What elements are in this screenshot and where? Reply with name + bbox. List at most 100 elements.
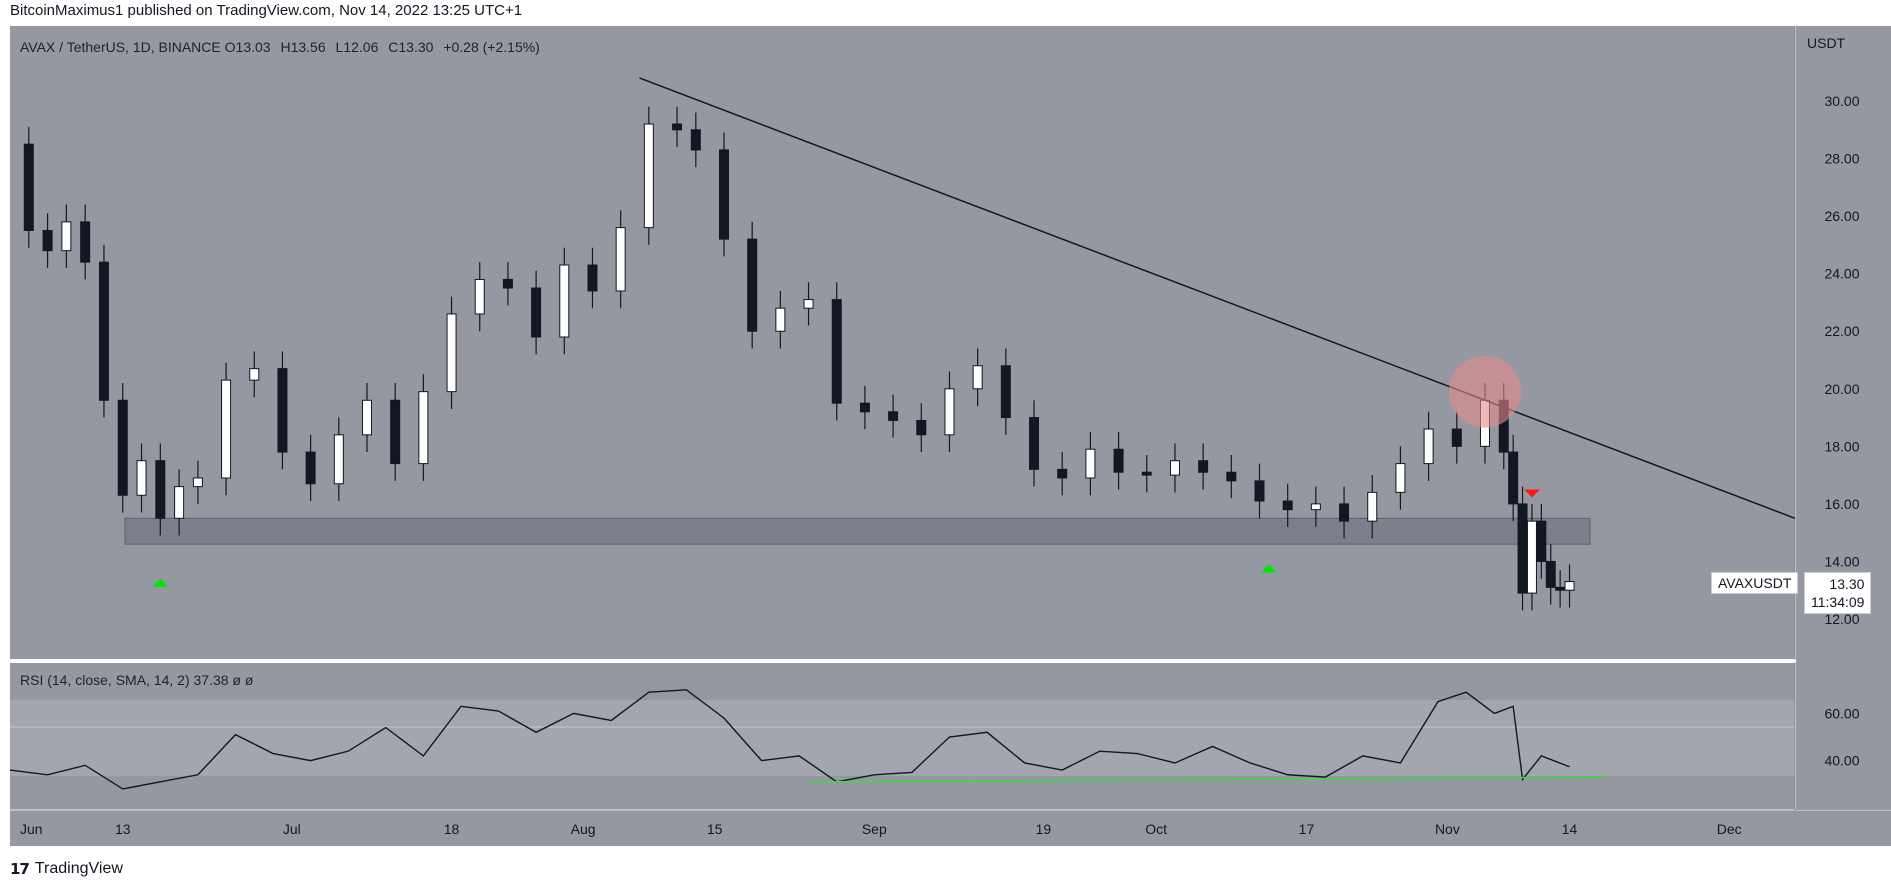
candle-up	[192, 477, 203, 488]
price-tick-label: 20.00	[1824, 381, 1859, 397]
candle-down	[1339, 503, 1350, 522]
last-price-box: 13.30 11:34:09	[1804, 572, 1872, 614]
candle-up	[972, 365, 983, 390]
last-price: 13.30	[1829, 576, 1865, 592]
time-tick-label: Dec	[1717, 821, 1742, 837]
high-value: 13.56	[290, 39, 326, 55]
candle-up	[249, 368, 260, 381]
candle-up	[1395, 463, 1406, 493]
breakdown-arrow-icon	[1523, 489, 1540, 498]
candle-down	[1198, 460, 1209, 473]
candle-down	[1113, 448, 1124, 473]
price-axis-bg	[1796, 26, 1891, 810]
price-tick-label: 28.00	[1824, 151, 1859, 167]
time-axis-bg	[10, 811, 1891, 846]
publish-caption: BitcoinMaximus1 published on TradingView…	[10, 2, 523, 19]
candle-down	[531, 287, 542, 338]
time-tick-label: Jul	[283, 821, 301, 837]
low-label: L	[335, 39, 344, 55]
candle-down	[1282, 500, 1293, 511]
candle-down	[23, 143, 34, 232]
candle-up	[418, 391, 429, 465]
candle-up	[1526, 520, 1537, 594]
candle-up	[944, 388, 955, 436]
time-tick-label: 17	[1299, 821, 1315, 837]
price-tick-label: 30.00	[1824, 93, 1859, 109]
candle-down	[1000, 365, 1011, 419]
candle-up	[221, 379, 232, 479]
rsi-legend: RSI (14, close, SMA, 14, 2) 37.38 ø ø	[20, 672, 254, 688]
time-tick-label: Sep	[862, 821, 887, 837]
price-tick-label: 16.00	[1824, 496, 1859, 512]
footer-brand: TradingView	[34, 860, 123, 877]
candle-down	[1517, 503, 1528, 594]
candle-up	[1169, 460, 1180, 476]
candle-down	[155, 460, 166, 519]
close-label: C	[388, 39, 399, 55]
candle-down	[277, 368, 288, 453]
candle-down	[1545, 560, 1556, 588]
candle-up	[1310, 503, 1321, 511]
price-tick-label: 18.00	[1824, 438, 1859, 454]
open-label: O	[224, 39, 236, 55]
candle-down	[1226, 471, 1237, 482]
time-tick-label: 18	[444, 821, 460, 837]
candle-down	[1141, 471, 1152, 476]
rsi-band	[10, 700, 1795, 776]
candle-up	[333, 434, 344, 485]
symbol-tag: AVAXUSDT	[1711, 572, 1799, 594]
time-tick-label: 13	[115, 821, 131, 837]
price-tick-label: 12.00	[1824, 611, 1859, 627]
rejection-circle	[1448, 355, 1521, 428]
candle-up	[174, 486, 185, 519]
candle-up	[775, 307, 786, 332]
candle-down	[117, 399, 128, 496]
price-tick-label: 24.00	[1824, 266, 1859, 282]
candle-up	[446, 313, 457, 393]
price-tick-label: 14.00	[1824, 553, 1859, 569]
time-tick-label: Jun	[20, 821, 43, 837]
candle-down	[502, 278, 513, 289]
rsi-divergence-line	[808, 776, 1608, 783]
rsi-tick-label: 40.00	[1824, 753, 1859, 769]
time-tick-label: Nov	[1435, 821, 1460, 837]
candle-down	[719, 149, 729, 240]
price-tick-label: 26.00	[1824, 208, 1859, 224]
candle-down	[1555, 586, 1566, 591]
candle-up	[474, 278, 485, 315]
candle-up	[1367, 491, 1378, 522]
resistance-trendline	[639, 77, 1796, 519]
candle-down	[672, 123, 683, 131]
time-tick-label: Aug	[571, 821, 596, 837]
time-tick-label: 15	[707, 821, 723, 837]
candle-down	[690, 129, 701, 151]
candle-down	[305, 451, 316, 485]
candle-down	[1057, 468, 1068, 479]
close-value: 13.30	[398, 39, 434, 55]
candle-up	[643, 123, 654, 229]
rsi-tick-label: 60.00	[1824, 705, 1859, 721]
price-tick-label: 22.00	[1824, 323, 1859, 339]
time-tick-label: Oct	[1145, 821, 1167, 837]
symbol-legend: AVAX / TetherUS, 1D, BINANCE O13.03 H13.…	[20, 39, 540, 55]
support-bounce-arrow-icon	[152, 578, 169, 587]
open-value: 13.03	[235, 39, 271, 55]
support-zone	[124, 517, 1591, 545]
candle-down	[1508, 451, 1519, 505]
candle-down	[859, 402, 870, 413]
candle-down	[831, 299, 842, 404]
candle-down	[1029, 417, 1040, 470]
candle-up	[615, 227, 626, 292]
candle-down	[888, 411, 899, 421]
candle-up	[1085, 448, 1096, 479]
candle-down	[747, 238, 758, 332]
main-pane-bg	[10, 26, 1795, 659]
candle-up	[61, 221, 72, 252]
candle-up	[1423, 428, 1434, 465]
bar-countdown: 11:34:09	[1811, 594, 1865, 610]
candle-down	[916, 419, 927, 436]
symbol-title: AVAX / TetherUS, 1D, BINANCE	[20, 39, 221, 55]
candle-down	[390, 399, 401, 465]
change-value: +0.28 (+2.15%)	[443, 39, 540, 55]
